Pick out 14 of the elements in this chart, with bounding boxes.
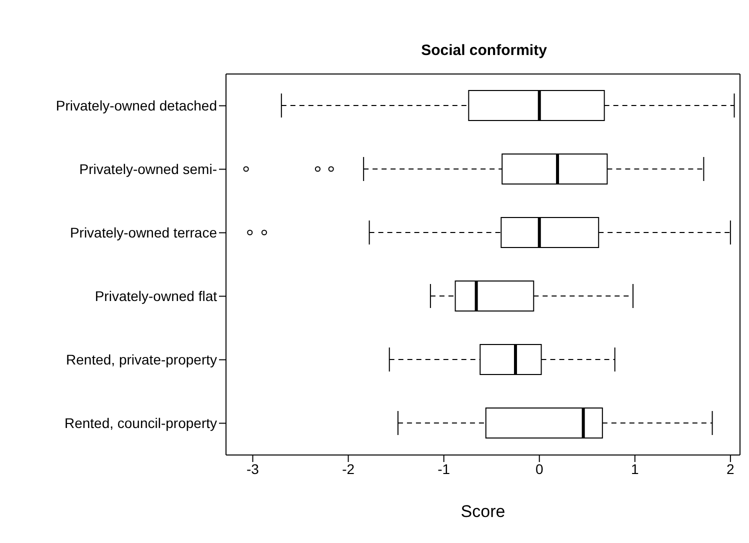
y-tick-label: Privately-owned semi- (79, 161, 218, 178)
x-tick-label: -1 (438, 460, 450, 477)
chart-title: Social conformity (420, 42, 548, 59)
y-tick-label: Privately-owned flat (94, 288, 218, 304)
y-tick-label: Rented, council-property (64, 415, 217, 432)
y-tick-label: Privately-owned terrace (70, 224, 218, 241)
x-tick-label: -2 (342, 460, 355, 477)
x-tick-label: 0 (535, 460, 544, 477)
y-tick-label: Privately-owned detached (56, 98, 217, 114)
x-tick-label: 2 (726, 460, 735, 477)
y-tick-label: Rented, private-property (66, 352, 217, 368)
x-tick-label: 1 (631, 460, 640, 477)
x-tick-label: -3 (246, 460, 260, 477)
x-axis-title: Score (460, 502, 506, 521)
